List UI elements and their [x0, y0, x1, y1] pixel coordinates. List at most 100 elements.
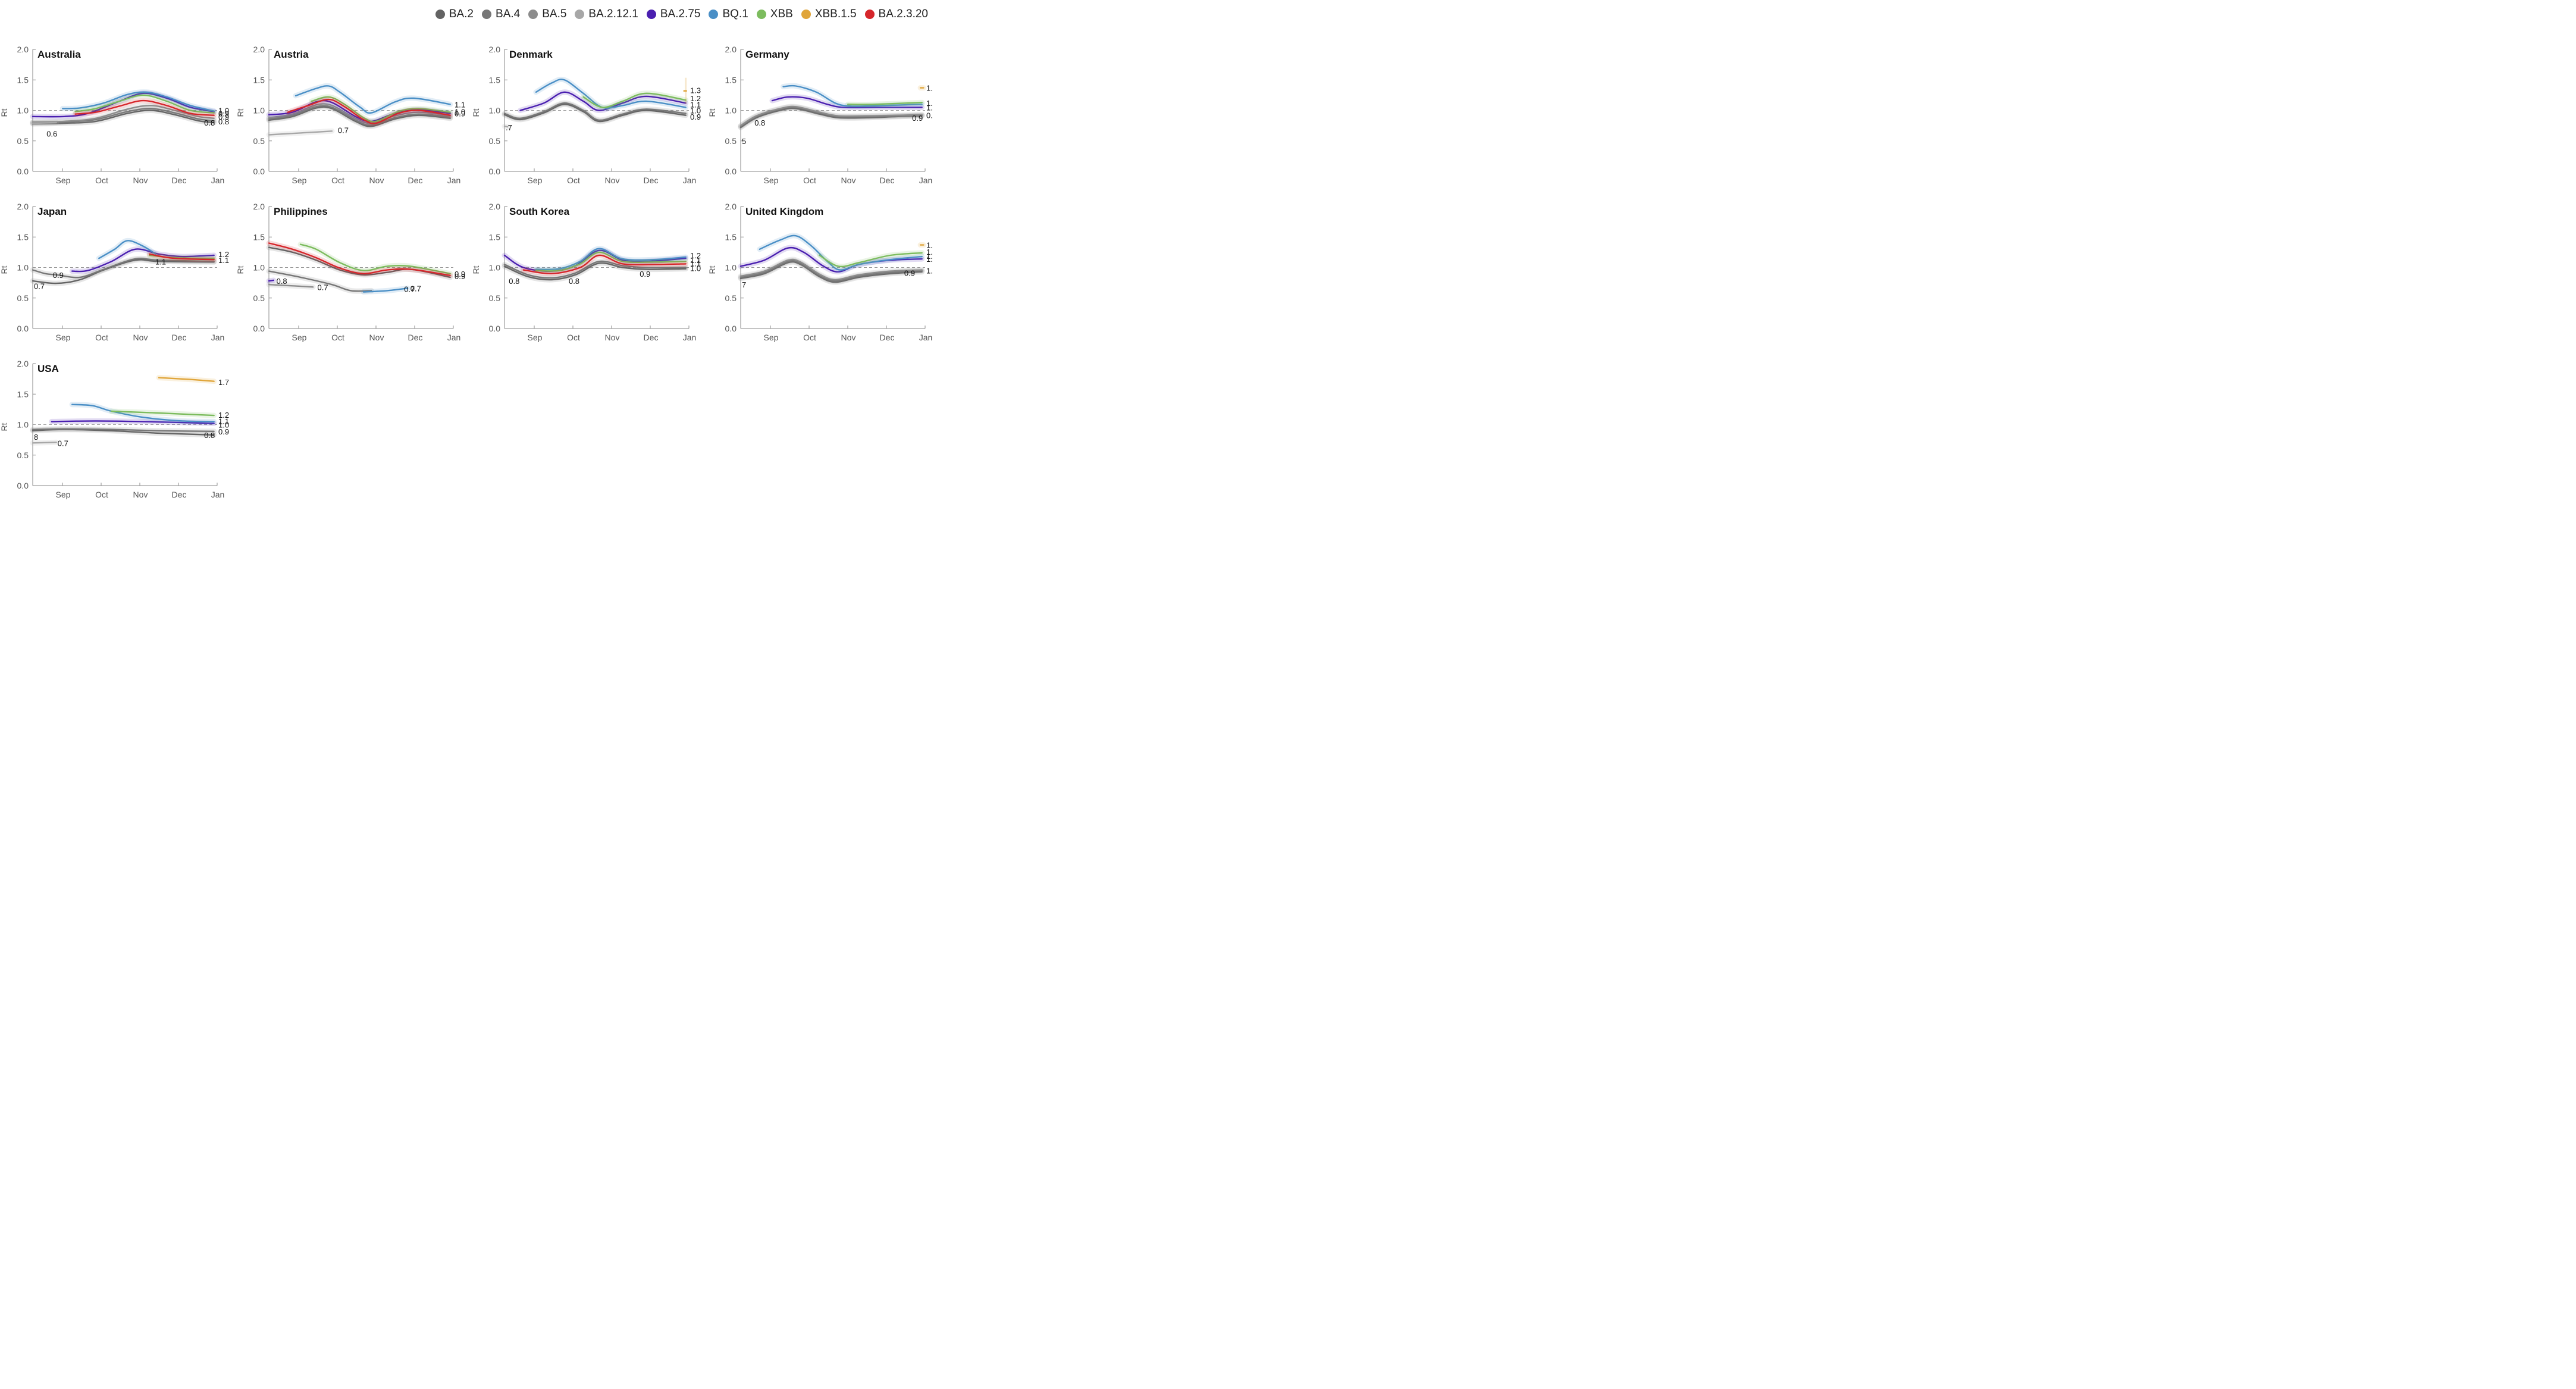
value-label: 0.8 [277, 277, 287, 286]
value-label: 0.8 [204, 431, 215, 440]
series-ba-4 [32, 428, 215, 432]
panel-title: Japan [37, 206, 67, 217]
x-tick-label: Nov [133, 176, 148, 185]
series-xbb-1-5 [158, 377, 215, 382]
value-label: .7 [506, 123, 512, 132]
series-xbb [847, 102, 923, 105]
value-label: 0.7 [317, 283, 328, 292]
legend-item: BA.5 [528, 8, 566, 21]
series-xbb [582, 92, 687, 108]
y-axis-label: Rt [471, 108, 481, 117]
value-label: 1.0 [218, 421, 229, 430]
value-label: 1.1 [690, 100, 701, 109]
series-ba-2-75 [519, 91, 687, 111]
y-axis-label: Rt [236, 265, 245, 274]
series-ba-4 [32, 258, 215, 279]
series-xbb [535, 251, 687, 272]
legend-label: BA.2.75 [660, 8, 701, 20]
x-tick-label: Sep [764, 176, 779, 185]
y-tick-label: 1.5 [489, 75, 501, 85]
series-ba-2-3-20 [268, 242, 451, 276]
y-tick-label: 0.0 [17, 167, 29, 176]
series-ba-4 [503, 102, 687, 121]
y-tick-label: 0.0 [725, 167, 737, 176]
y-tick-label: 0.0 [253, 167, 265, 176]
x-tick-label: Oct [331, 333, 344, 342]
y-axis-label: Rt [0, 423, 9, 431]
series-ba-4 [268, 270, 372, 292]
value-label: 8 [34, 433, 38, 442]
x-tick-label: Dec [408, 176, 423, 185]
y-tick-label: 0.5 [725, 293, 737, 303]
y-axis-label: Rt [707, 108, 717, 117]
y-tick-label: 1.0 [489, 106, 501, 115]
panel-title: USA [37, 363, 59, 374]
value-label: 1.2 [690, 94, 701, 103]
value-label: 1.2 [218, 250, 229, 259]
value-label: 1.1 [155, 257, 166, 266]
x-tick-label: Nov [369, 176, 384, 185]
panel-germany: 0.0 0.5 1.0 1.5 2.0 Sep Oct Nov Dec Jan Rt 5 0.8 1.4 1… [707, 45, 933, 185]
y-axis-label: Rt [707, 265, 717, 274]
legend-item: BA.2.12.1 [575, 8, 638, 21]
x-tick-label: Dec [880, 176, 895, 185]
series-ba-2 [739, 107, 923, 129]
series-ba-5 [739, 105, 923, 127]
value-label: 1.2 [926, 248, 933, 256]
x-tick-label: Jan [447, 176, 461, 185]
y-tick-label: 0.0 [17, 481, 29, 490]
y-tick-label: 2.0 [17, 359, 29, 368]
value-label: 0.7 [410, 284, 421, 293]
x-tick-label: Jan [211, 333, 225, 342]
legend-label: BA.4 [496, 8, 521, 20]
value-label: 0.9 [926, 111, 933, 120]
x-tick-label: Dec [644, 333, 659, 342]
chart-legend: BA.2 BA.4 BA.5 BA.2.12.1 BA.2.75 BQ.1 XBB XBB.1… [427, 4, 928, 25]
x-tick-label: Oct [95, 490, 108, 499]
x-tick-label: Sep [292, 333, 307, 342]
chart-panels: 0.0 0.5 1.0 1.5 2.0 Sep Oct Nov Dec Jan Rt 0.6 0.8 0.… [0, 45, 933, 499]
y-tick-label: 1.5 [725, 232, 737, 242]
legend-item: BA.2 [435, 8, 474, 21]
y-tick-label: 2.0 [489, 202, 501, 211]
y-tick-label: 1.0 [17, 420, 29, 430]
series-bq-1 [535, 79, 687, 109]
legend-label: XBB [770, 8, 793, 20]
x-tick-label: Jan [919, 176, 933, 185]
y-tick-label: 0.5 [253, 293, 265, 303]
series-ba-2-3-20 [522, 254, 687, 275]
legend-swatch [756, 10, 766, 19]
x-tick-label: Dec [644, 176, 659, 185]
panel-united-kingdom: 0.00.51.01.52.0SepOctNovDecJanRt71.41.21… [707, 202, 933, 342]
y-tick-label: 2.0 [725, 45, 737, 54]
x-tick-label: Jan [447, 333, 461, 342]
value-label: 0.9 [218, 110, 229, 118]
legend-label: BA.5 [542, 8, 567, 20]
series-ba-2-75 [503, 249, 687, 272]
series-ba-2-75 [51, 420, 215, 424]
value-label: 1.0 [690, 107, 701, 115]
legend-label: BA.2.12.1 [588, 8, 638, 20]
y-tick-label: 0.5 [489, 293, 501, 303]
y-tick-label: 1.5 [17, 389, 29, 399]
x-tick-label: Sep [56, 490, 71, 499]
legend-swatch [864, 10, 875, 19]
series-ba-4 [739, 259, 923, 282]
panel-title: Germany [745, 49, 789, 60]
panel-title: Australia [37, 49, 81, 60]
panel-austria: 0.0 0.5 1.0 1.5 2.0 Sep Oct Nov Dec Jan Rt 0.7 1.10.… [236, 45, 465, 185]
y-tick-label: 0.0 [17, 324, 29, 333]
series-ba-2-12-1 [503, 126, 509, 128]
x-tick-label: Sep [764, 333, 779, 342]
legend-swatch [646, 10, 656, 19]
y-tick-label: 1.5 [489, 232, 501, 242]
y-tick-label: 1.0 [17, 106, 29, 115]
x-tick-label: Jan [919, 333, 933, 342]
value-label: 0.6 [46, 129, 57, 138]
series-ba-5 [739, 258, 923, 281]
legend-label: BA.2.3.20 [878, 8, 928, 20]
x-tick-label: Oct [567, 176, 580, 185]
x-tick-label: Oct [803, 333, 816, 342]
legend-item: BA.4 [482, 8, 520, 21]
